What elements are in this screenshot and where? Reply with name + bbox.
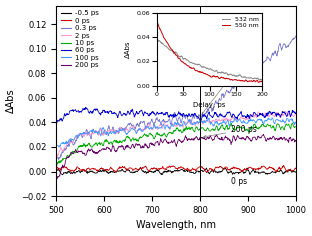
- 10 ps: [291, 122, 295, 124]
- 2 ps: [215, 118, 219, 121]
- 0 ps: [54, 167, 58, 170]
- 2 ps: [56, 155, 59, 158]
- Text: 200 ps: 200 ps: [203, 125, 257, 138]
- 60 ps: [84, 106, 87, 109]
- Line: 2 ps: 2 ps: [56, 111, 296, 156]
- -0.5 ps: [116, 170, 120, 173]
- Y-axis label: ΔAbs: ΔAbs: [6, 88, 16, 113]
- 2 ps: [116, 129, 120, 131]
- 0.3 ps: [294, 35, 298, 38]
- -0.5 ps: [97, 170, 101, 173]
- -0.5 ps: [61, 173, 65, 176]
- 200 ps: [235, 136, 239, 139]
- -0.5 ps: [54, 169, 58, 172]
- 100 ps: [294, 122, 298, 124]
- 60 ps: [116, 114, 120, 117]
- 2 ps: [294, 112, 298, 114]
- 200 ps: [294, 139, 298, 142]
- Line: 0 ps: 0 ps: [56, 165, 296, 173]
- 0 ps: [204, 171, 208, 174]
- 200 ps: [262, 133, 266, 136]
- Line: 60 ps: 60 ps: [56, 107, 296, 125]
- 0 ps: [116, 168, 120, 170]
- -0.5 ps: [139, 166, 142, 169]
- 100 ps: [163, 128, 167, 131]
- 0 ps: [196, 167, 199, 170]
- 10 ps: [54, 165, 58, 168]
- 200 ps: [55, 178, 58, 181]
- -0.5 ps: [163, 170, 167, 173]
- 60 ps: [163, 114, 167, 116]
- 2 ps: [97, 134, 101, 137]
- Line: 0.3 ps: 0.3 ps: [56, 36, 296, 160]
- 60 ps: [235, 118, 239, 121]
- -0.5 ps: [197, 170, 200, 173]
- 0 ps: [235, 167, 239, 169]
- 200 ps: [116, 147, 120, 150]
- 60 ps: [215, 114, 219, 117]
- Text: 0 ps: 0 ps: [231, 177, 247, 186]
- 10 ps: [116, 140, 120, 143]
- Line: 100 ps: 100 ps: [56, 118, 296, 147]
- 60 ps: [294, 112, 298, 114]
- 0 ps: [163, 168, 167, 171]
- 0 ps: [97, 169, 100, 172]
- Legend: -0.5 ps, 0 ps, 0.3 ps, 2 ps, 10 ps, 60 ps, 100 ps, 200 ps: -0.5 ps, 0 ps, 0.3 ps, 2 ps, 10 ps, 60 p…: [60, 9, 100, 70]
- Line: -0.5 ps: -0.5 ps: [56, 168, 296, 175]
- 2 ps: [163, 123, 167, 126]
- 0.3 ps: [196, 117, 199, 120]
- 100 ps: [235, 121, 239, 123]
- 200 ps: [196, 138, 200, 141]
- 2 ps: [54, 151, 58, 154]
- 0.3 ps: [54, 158, 58, 161]
- 10 ps: [235, 127, 239, 130]
- 10 ps: [163, 132, 167, 135]
- 2 ps: [284, 110, 288, 113]
- 100 ps: [267, 116, 271, 119]
- 2 ps: [235, 118, 239, 121]
- 0.3 ps: [235, 81, 239, 84]
- 0.3 ps: [116, 130, 120, 133]
- 100 ps: [97, 130, 101, 133]
- -0.5 ps: [294, 171, 298, 174]
- 0.3 ps: [214, 101, 218, 104]
- -0.5 ps: [236, 171, 239, 174]
- Line: 10 ps: 10 ps: [56, 123, 296, 166]
- 0 ps: [282, 164, 285, 167]
- Text: 0.3 ps: 0.3 ps: [202, 56, 255, 114]
- 200 ps: [54, 178, 58, 181]
- 0 ps: [215, 166, 219, 169]
- 100 ps: [196, 120, 200, 123]
- 2 ps: [196, 123, 200, 126]
- 200 ps: [163, 138, 167, 141]
- 200 ps: [215, 133, 219, 136]
- 10 ps: [214, 124, 218, 127]
- Line: 200 ps: 200 ps: [56, 134, 296, 179]
- 100 ps: [57, 146, 61, 149]
- 60 ps: [196, 115, 200, 118]
- 0.3 ps: [163, 119, 167, 122]
- 100 ps: [215, 121, 219, 123]
- 10 ps: [97, 142, 100, 145]
- X-axis label: Wavelength, nm: Wavelength, nm: [136, 220, 216, 230]
- 0.3 ps: [97, 130, 100, 133]
- 10 ps: [294, 126, 298, 128]
- 0 ps: [294, 167, 298, 169]
- 60 ps: [54, 123, 58, 126]
- 100 ps: [116, 130, 120, 133]
- 10 ps: [196, 127, 199, 130]
- 60 ps: [97, 111, 101, 114]
- -0.5 ps: [215, 171, 219, 173]
- 100 ps: [54, 145, 58, 148]
- 200 ps: [97, 150, 101, 153]
